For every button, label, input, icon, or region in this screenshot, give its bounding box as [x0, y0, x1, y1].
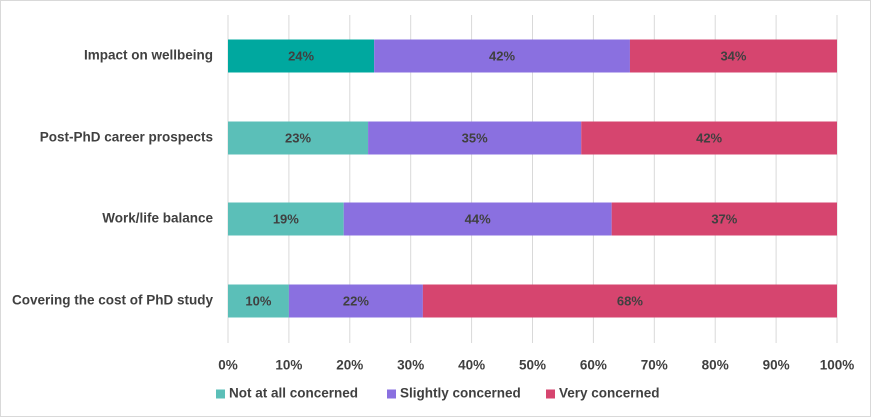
data-label: 34%	[720, 48, 746, 63]
legend-swatch	[546, 389, 555, 399]
bar-segment	[581, 121, 837, 155]
x-tick-label: 30%	[397, 358, 424, 373]
legend-label: Not at all concerned	[229, 386, 358, 401]
bar-segment	[368, 121, 582, 155]
legend-label: Slightly concerned	[400, 386, 521, 401]
data-label: 37%	[711, 211, 737, 226]
legend-swatch	[216, 389, 225, 399]
x-tick-label: 50%	[519, 358, 546, 373]
bar-segment	[611, 202, 837, 236]
bars: 24% 42% 34% 23% 35% 42% 19% 44% 37% 10% 22% 68%	[228, 39, 837, 318]
category-labels: Impact on wellbeing Post-PhD career prosp…	[12, 48, 214, 308]
bar-segment	[228, 121, 369, 155]
data-label: 44%	[465, 211, 491, 226]
x-tick-label: 20%	[336, 358, 363, 373]
bar-segment	[629, 39, 837, 73]
bar-segment	[228, 284, 289, 318]
x-tick-label: 90%	[763, 358, 790, 373]
data-label: 22%	[343, 293, 369, 308]
data-label: 42%	[489, 48, 515, 63]
bar-segment	[422, 284, 837, 318]
category-label: Work/life balance	[102, 211, 213, 226]
category-label: Post-PhD career prospects	[40, 130, 213, 145]
data-label: 42%	[696, 130, 722, 145]
bar-segment	[288, 284, 423, 318]
bar-segment	[228, 39, 375, 73]
category-label: Impact on wellbeing	[84, 48, 213, 63]
x-tick-label: 40%	[458, 358, 485, 373]
data-label: 23%	[285, 130, 311, 145]
data-label: 68%	[617, 293, 643, 308]
bar-segment	[343, 202, 612, 236]
data-label: 35%	[462, 130, 488, 145]
x-tick-label: 70%	[641, 358, 668, 373]
legend: Not at all concerned Slightly concerned Ve…	[216, 386, 660, 401]
data-label: 10%	[245, 293, 271, 308]
x-axis-tick-labels: 0% 10% 20% 30% 40% 50% 60% 70% 80% 90% 100%	[218, 358, 854, 373]
x-tick-label: 0%	[218, 358, 238, 373]
bar-segment	[374, 39, 630, 73]
x-tick-label: 80%	[702, 358, 729, 373]
x-tick-label: 10%	[275, 358, 302, 373]
category-label: Covering the cost of PhD study	[12, 293, 214, 308]
data-label: 24%	[288, 48, 314, 63]
bar-segment	[228, 202, 344, 236]
legend-swatch	[387, 389, 396, 399]
x-tick-label: 60%	[580, 358, 607, 373]
legend-label: Very concerned	[559, 386, 660, 401]
data-label: 19%	[273, 211, 299, 226]
x-tick-label: 100%	[820, 358, 855, 373]
